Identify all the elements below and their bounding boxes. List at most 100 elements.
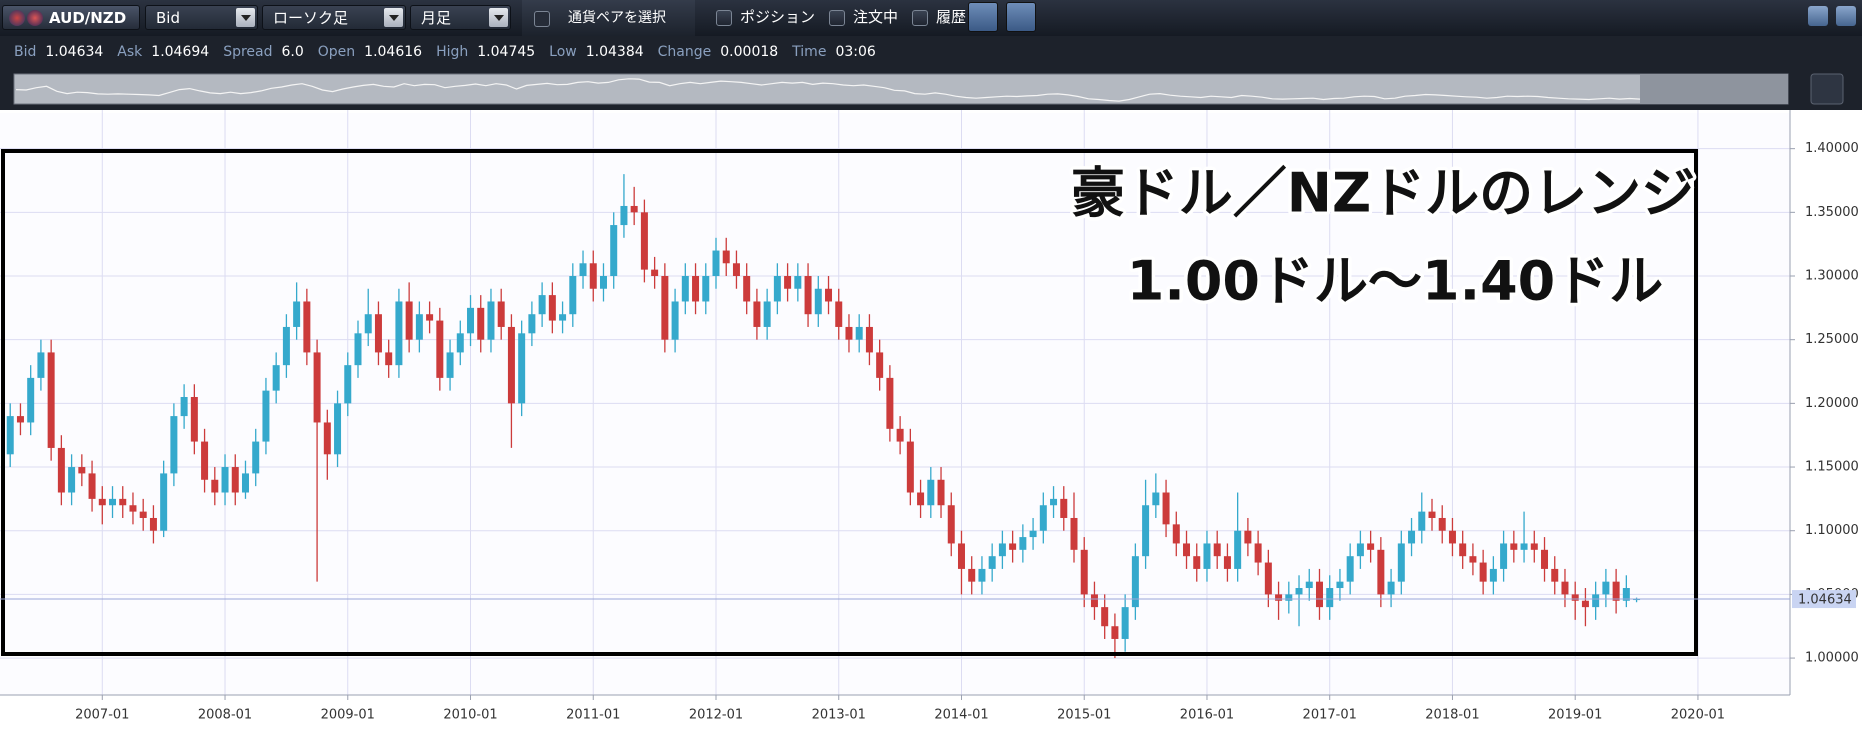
candle-body — [497, 301, 505, 327]
candle-body — [548, 295, 556, 321]
candle-body — [804, 276, 812, 315]
candle-body — [374, 314, 382, 353]
candle-body — [313, 352, 321, 423]
select-pair-button[interactable]: 通貨ペアを選択 — [522, 0, 695, 36]
candle-body — [1213, 543, 1221, 557]
candle-body — [1336, 581, 1344, 589]
candle-body — [773, 276, 781, 302]
candle-body — [180, 396, 188, 417]
candle-body — [1428, 511, 1436, 518]
candle-body — [334, 403, 342, 455]
dropdown-arrow — [236, 8, 255, 27]
dropdown-arrow — [384, 8, 403, 27]
candle-body — [221, 467, 229, 493]
quote-label: Spread — [223, 44, 273, 60]
candle-body — [456, 333, 464, 353]
candle-body — [732, 263, 740, 277]
candle-body — [262, 390, 270, 442]
x-tick-label: 2017-01 — [1303, 708, 1357, 723]
y-tick-label: 1.20000 — [1805, 396, 1859, 411]
candle-body — [763, 301, 771, 327]
timeframe-dropdown[interactable]: 月足 — [410, 5, 511, 30]
candle-body — [405, 301, 413, 340]
quote-label: High — [436, 44, 469, 60]
candle-body — [446, 352, 454, 378]
candle-body — [794, 276, 802, 289]
checkbox-option[interactable]: 履歴 — [912, 5, 966, 30]
candle-body — [538, 295, 546, 315]
checkbox-option[interactable]: 注文中 — [829, 5, 898, 30]
candle-body — [1346, 556, 1354, 582]
candle-body — [1326, 588, 1334, 608]
candle-body — [1602, 581, 1610, 595]
candle-body — [1009, 543, 1017, 550]
candle-body — [467, 307, 475, 334]
candle-body — [886, 377, 894, 429]
zoom-button[interactable] — [1810, 73, 1844, 105]
candle-body — [620, 205, 628, 226]
candle-body — [241, 473, 249, 493]
candle-body — [998, 543, 1006, 557]
candle-body — [876, 352, 884, 378]
candle-body — [988, 556, 996, 569]
quote-label: Bid — [14, 44, 37, 60]
candle-body — [68, 467, 76, 493]
x-tick-label: 2016-01 — [1180, 708, 1234, 723]
dropdown-label: 月足 — [421, 9, 452, 27]
y-tick-label: 1.25000 — [1805, 332, 1859, 347]
candle-body — [1050, 498, 1058, 506]
checkbox — [716, 9, 732, 26]
candle-body — [27, 377, 35, 423]
icon-button[interactable] — [968, 2, 998, 32]
candle-body — [579, 263, 587, 277]
candle-body — [487, 301, 495, 340]
pair-label: AUD/NZD — [49, 9, 127, 27]
candle-body — [293, 301, 301, 327]
popout-button[interactable] — [1836, 6, 1856, 26]
candle-body — [671, 301, 679, 340]
candle-body — [1571, 594, 1579, 601]
candle-body — [1264, 562, 1272, 595]
candle-body — [1387, 581, 1395, 595]
annotation: 1.00ドル～1.40ドル — [1127, 250, 1663, 313]
x-tick-label: 2014-01 — [934, 708, 988, 723]
candle-body — [927, 479, 935, 506]
candle-body — [1530, 543, 1538, 550]
candle-body — [651, 269, 659, 277]
grid — [0, 110, 1790, 695]
navigator-line — [15, 78, 1641, 102]
checkbox-option[interactable]: ポジション — [716, 5, 815, 30]
y-tick-label: 1.30000 — [1805, 269, 1859, 284]
pair-button[interactable]: AUD/NZD — [2, 5, 140, 30]
settings-button[interactable] — [1808, 6, 1828, 26]
candle-body — [170, 416, 178, 474]
icon-button[interactable] — [1006, 2, 1036, 32]
price-type-dropdown[interactable]: Bid — [145, 5, 258, 30]
candle-body — [1131, 556, 1139, 608]
candle-body — [385, 352, 393, 366]
candle-body — [364, 314, 372, 334]
candle-body — [1315, 581, 1323, 608]
candle-body — [477, 307, 485, 340]
candle-body — [589, 263, 597, 289]
candle-body — [1193, 556, 1201, 569]
candle-body — [282, 326, 290, 366]
highlight-box — [1, 149, 1698, 656]
candle-body — [559, 314, 567, 321]
x-tick-label: 2013-01 — [812, 708, 866, 723]
candle-body — [712, 250, 720, 277]
toolbar: AUD/NZD Bid ローソク足 月足 通貨ペアを選択 ポジション 注文中 履歴 — [0, 0, 1862, 36]
candle-body — [1469, 556, 1477, 563]
chart-style-dropdown[interactable]: ローソク足 — [262, 5, 406, 30]
dropdown-label: Bid — [156, 9, 180, 27]
candle-body — [149, 517, 157, 531]
quote-label: Change — [657, 44, 712, 60]
candle-body — [947, 505, 955, 544]
quote-value: 1.04384 — [585, 44, 644, 60]
candle-body — [1223, 556, 1231, 569]
candle-body — [57, 447, 65, 493]
candle-body — [1203, 543, 1211, 569]
checkbox-label: 注文中 — [853, 8, 899, 26]
quote-label: Open — [317, 44, 356, 60]
